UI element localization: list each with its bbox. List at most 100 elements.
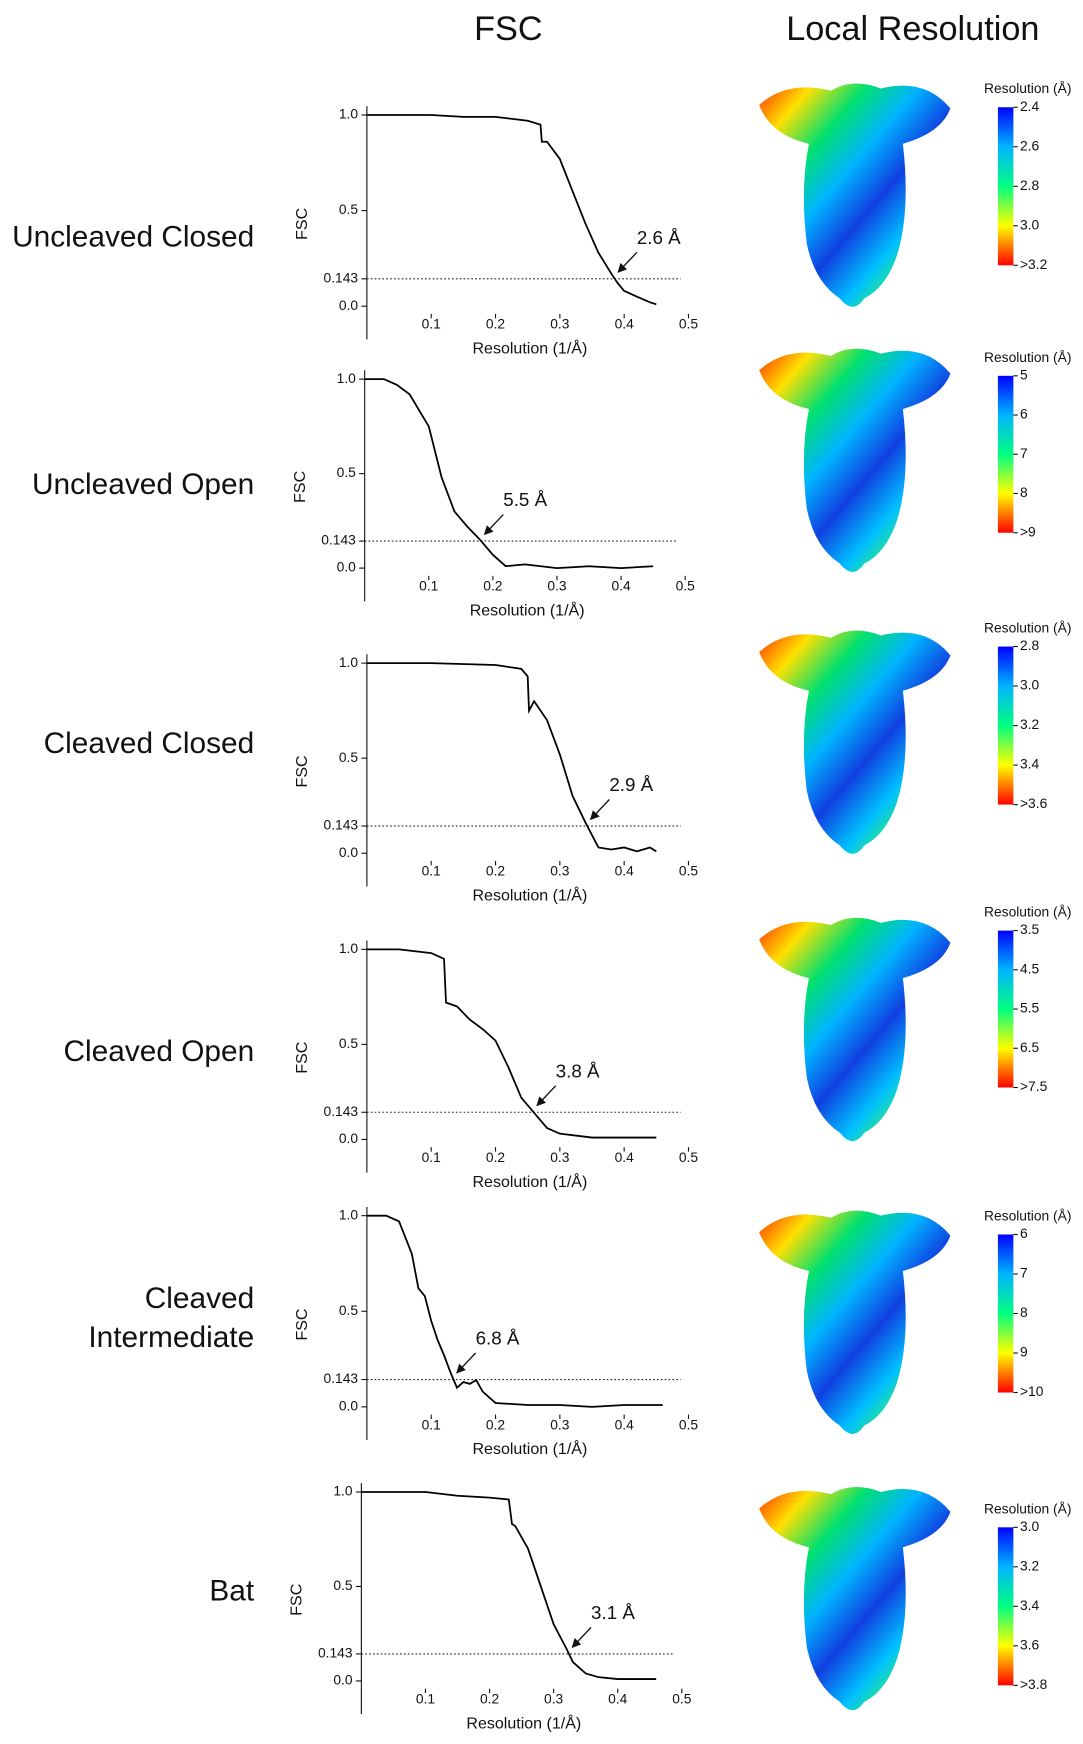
colorbar-tick-label: 3.6: [1020, 1636, 1040, 1652]
y-tick-label: 0.0: [339, 1398, 359, 1414]
y-axis-label: FSC: [288, 1584, 306, 1616]
density-map: [759, 1210, 951, 1434]
colorbar-tick-label: 3.0: [1020, 1518, 1040, 1534]
colorbar-title: Resolution (Å): [984, 80, 1071, 96]
x-tick-label: 0.4: [611, 578, 631, 594]
x-tick-label: 0.5: [676, 578, 696, 594]
x-tick-label: 0.3: [550, 863, 570, 879]
x-tick-label: 0.3: [550, 1149, 570, 1165]
map-shape: [759, 348, 951, 572]
colorbar-tick-label: 8: [1020, 484, 1028, 500]
colorbar: [997, 375, 1014, 533]
annotation-arrow: [589, 799, 610, 821]
colorbar-tick-label: >3.2: [1020, 256, 1047, 272]
colorbar-title: Resolution (Å): [984, 349, 1071, 365]
y-axis-label: FSC: [293, 1042, 311, 1074]
colorbar-tick-label: 3.2: [1020, 1557, 1039, 1573]
colorbar-tick-label: >9: [1020, 523, 1036, 539]
y-tick-label: 0.143: [324, 1370, 359, 1386]
x-axis-label: Resolution (1/Å): [472, 886, 587, 905]
row-label: Cleaved Closed: [44, 727, 255, 760]
colorbar-tick-label: 3.5: [1020, 921, 1040, 937]
colorbar: [997, 1234, 1014, 1393]
density-map: [759, 1486, 951, 1711]
row-label: Uncleaved Open: [32, 468, 254, 501]
y-tick-label: 0.0: [337, 559, 357, 575]
fsc-curve: [364, 378, 654, 569]
y-tick-label: 1.0: [337, 370, 357, 386]
fsc-curve: [366, 1214, 663, 1408]
column-header: FSC: [474, 10, 543, 48]
x-tick-label: 0.1: [422, 863, 441, 879]
colorbar-tick-label: 2.6: [1020, 137, 1040, 153]
x-tick-label: 0.5: [672, 1690, 692, 1706]
x-tick-label: 0.1: [416, 1690, 435, 1706]
annotation: 3.8 Å: [556, 1060, 600, 1081]
map-shape: [759, 630, 951, 854]
x-tick-label: 0.2: [486, 316, 505, 332]
map-shape: [759, 1210, 951, 1434]
x-tick-label: 0.5: [679, 316, 699, 332]
y-tick-label: 0.5: [337, 464, 357, 480]
row-label: Cleaved Open: [63, 1035, 254, 1068]
annotation: 2.9 Å: [609, 774, 653, 795]
colorbar-title: Resolution (Å): [984, 904, 1071, 920]
x-tick-label: 0.2: [480, 1690, 499, 1706]
y-tick-label: 0.143: [321, 532, 356, 548]
x-tick-label: 0.4: [615, 863, 635, 879]
x-axis-label: Resolution (1/Å): [470, 600, 585, 619]
annotation: 2.6 Å: [637, 227, 681, 248]
fsc-curve: [366, 662, 657, 853]
y-tick-label: 1.0: [339, 654, 359, 670]
colorbar-tick-label: 3.0: [1020, 677, 1040, 693]
x-tick-label: 0.4: [615, 1416, 635, 1432]
colorbar-tick-label: 3.4: [1020, 756, 1040, 772]
colorbar-tick-label: 9: [1020, 1344, 1028, 1360]
y-axis-label: FSC: [291, 471, 309, 503]
y-axis-label: FSC: [293, 1309, 311, 1341]
x-tick-label: 0.5: [679, 1416, 699, 1432]
colorbar-tick-label: 3.0: [1020, 216, 1040, 232]
colorbar-tick-label: >3.6: [1020, 795, 1048, 811]
y-tick-label: 0.0: [339, 1130, 359, 1146]
x-tick-label: 0.3: [544, 1690, 564, 1706]
x-tick-label: 0.3: [550, 1416, 570, 1432]
y-tick-label: 0.0: [333, 1672, 353, 1688]
y-tick-label: 0.5: [333, 1577, 353, 1593]
x-tick-label: 0.1: [422, 1149, 441, 1165]
annotation: 5.5 Å: [503, 489, 547, 510]
x-axis-label: Resolution (1/Å): [472, 1439, 587, 1458]
colorbar-tick-label: 3.2: [1020, 716, 1039, 732]
fsc-curve: [366, 114, 657, 306]
colorbar-title: Resolution (Å): [984, 1500, 1071, 1516]
colorbar-tick-label: 2.4: [1020, 98, 1040, 114]
y-tick-label: 0.0: [339, 844, 359, 860]
column-header: Local Resolution: [786, 10, 1039, 48]
x-tick-label: 0.4: [608, 1690, 628, 1706]
colorbar-tick-label: >7.5: [1020, 1078, 1048, 1094]
y-tick-label: 1.0: [339, 1206, 359, 1222]
colorbar-title: Resolution (Å): [984, 620, 1071, 636]
annotation-arrow: [536, 1085, 557, 1107]
colorbar-tick-label: 2.8: [1020, 637, 1040, 653]
colorbar-tick-label: >10: [1020, 1383, 1044, 1399]
fsc-curve: [366, 948, 657, 1139]
x-tick-label: 0.4: [615, 316, 635, 332]
annotation-arrow: [483, 514, 504, 536]
x-tick-label: 0.5: [679, 1149, 699, 1165]
colorbar-tick-label: 7: [1020, 445, 1028, 461]
colorbar-tick-label: 8: [1020, 1304, 1028, 1320]
density-map: [759, 630, 951, 854]
density-map: [759, 917, 951, 1142]
colorbar-tick-label: 7: [1020, 1265, 1028, 1281]
y-axis-label: FSC: [293, 755, 311, 787]
y-tick-label: 0.143: [324, 817, 359, 833]
map-shape: [759, 83, 951, 307]
density-map: [759, 348, 951, 572]
y-tick-label: 0.143: [324, 269, 359, 285]
x-tick-label: 0.1: [422, 316, 441, 332]
x-tick-label: 0.4: [615, 1149, 635, 1165]
colorbar-tick-label: 2.8: [1020, 177, 1040, 193]
x-tick-label: 0.3: [550, 316, 570, 332]
